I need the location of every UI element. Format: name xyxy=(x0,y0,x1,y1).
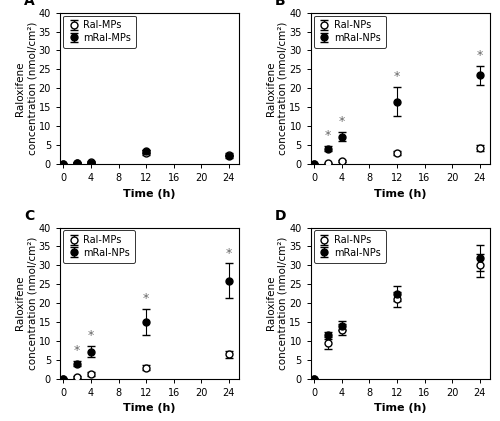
Text: D: D xyxy=(275,209,286,223)
Y-axis label: Raloxifene
concentration (nmol/cm²): Raloxifene concentration (nmol/cm²) xyxy=(266,21,288,155)
Text: *: * xyxy=(226,247,232,260)
Y-axis label: Raloxifene
concentration (nmol/cm²): Raloxifene concentration (nmol/cm²) xyxy=(16,21,37,155)
X-axis label: Time (h): Time (h) xyxy=(124,403,176,413)
Legend: Ral-NPs, mRal-NPs: Ral-NPs, mRal-NPs xyxy=(314,230,386,263)
X-axis label: Time (h): Time (h) xyxy=(374,403,426,413)
Legend: Ral-MPs, mRal-NPs: Ral-MPs, mRal-NPs xyxy=(63,230,135,263)
Text: *: * xyxy=(476,49,483,62)
Text: *: * xyxy=(88,329,94,342)
Text: A: A xyxy=(24,0,35,8)
Text: *: * xyxy=(394,70,400,83)
X-axis label: Time (h): Time (h) xyxy=(374,189,426,199)
Text: *: * xyxy=(338,115,345,128)
Text: *: * xyxy=(325,129,331,142)
Legend: Ral-NPs, mRal-NPs: Ral-NPs, mRal-NPs xyxy=(314,16,386,48)
Text: *: * xyxy=(143,292,150,305)
Y-axis label: Raloxifene
concentration (nmol/cm²): Raloxifene concentration (nmol/cm²) xyxy=(16,237,37,370)
X-axis label: Time (h): Time (h) xyxy=(124,189,176,199)
Legend: Ral-MPs, mRal-MPs: Ral-MPs, mRal-MPs xyxy=(63,16,136,48)
Text: B: B xyxy=(275,0,285,8)
Text: *: * xyxy=(74,344,80,357)
Text: C: C xyxy=(24,209,34,223)
Y-axis label: Raloxifene
concentration (nmol/cm²): Raloxifene concentration (nmol/cm²) xyxy=(266,237,288,370)
